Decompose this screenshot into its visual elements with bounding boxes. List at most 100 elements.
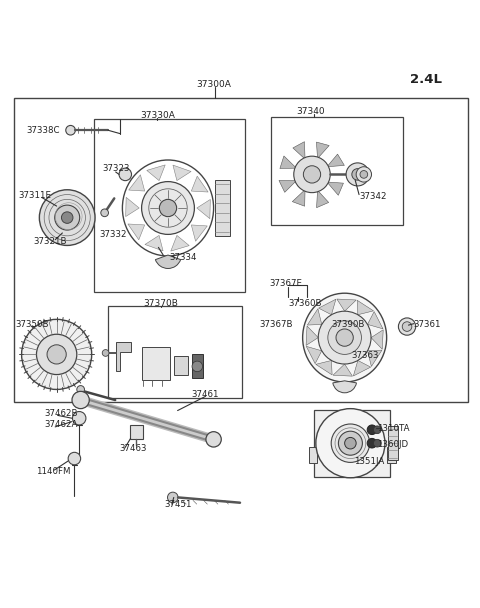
Polygon shape: [328, 460, 341, 473]
Text: 37342: 37342: [359, 193, 386, 201]
Text: 37451: 37451: [164, 500, 192, 509]
Bar: [192, 354, 203, 378]
Circle shape: [102, 350, 109, 356]
Circle shape: [398, 318, 416, 335]
Circle shape: [345, 437, 356, 449]
Wedge shape: [156, 255, 180, 269]
Circle shape: [22, 319, 92, 390]
Bar: [314, 410, 390, 477]
Polygon shape: [368, 350, 382, 367]
Bar: [309, 446, 317, 463]
Polygon shape: [126, 198, 139, 216]
Circle shape: [49, 199, 85, 236]
Polygon shape: [319, 299, 336, 315]
Circle shape: [72, 392, 89, 409]
Polygon shape: [367, 452, 380, 466]
Circle shape: [66, 125, 75, 135]
Polygon shape: [342, 463, 357, 474]
Circle shape: [77, 385, 84, 393]
Polygon shape: [320, 451, 334, 465]
Text: 37461: 37461: [191, 390, 218, 399]
Circle shape: [36, 334, 77, 375]
Text: 2.4L: 2.4L: [410, 73, 443, 86]
Text: 37338C: 37338C: [26, 126, 60, 135]
Circle shape: [331, 424, 370, 463]
Text: 1360JD: 1360JD: [377, 440, 408, 449]
Circle shape: [68, 452, 81, 465]
Circle shape: [356, 167, 372, 182]
Polygon shape: [293, 142, 305, 159]
Circle shape: [318, 311, 371, 364]
Polygon shape: [327, 182, 344, 195]
Text: 37300A: 37300A: [196, 80, 231, 89]
Circle shape: [360, 171, 368, 178]
Polygon shape: [320, 435, 331, 450]
Polygon shape: [292, 190, 305, 206]
Circle shape: [373, 440, 381, 447]
Polygon shape: [197, 199, 210, 219]
Text: 37323: 37323: [102, 164, 130, 173]
Circle shape: [101, 209, 108, 216]
Polygon shape: [321, 421, 334, 434]
Circle shape: [352, 168, 363, 180]
Polygon shape: [360, 413, 373, 427]
Polygon shape: [367, 422, 381, 436]
Polygon shape: [116, 342, 131, 371]
Circle shape: [39, 190, 95, 246]
Text: 37367E: 37367E: [270, 279, 303, 288]
Polygon shape: [192, 176, 208, 192]
Polygon shape: [147, 165, 165, 181]
Circle shape: [336, 329, 353, 346]
Polygon shape: [344, 413, 359, 424]
Bar: [387, 446, 396, 463]
Polygon shape: [280, 156, 297, 168]
Polygon shape: [306, 347, 322, 364]
Text: 1351JA: 1351JA: [354, 457, 384, 466]
Text: 37332: 37332: [99, 230, 127, 239]
Bar: [215, 180, 230, 236]
Text: 37350B: 37350B: [15, 320, 49, 329]
Polygon shape: [329, 413, 343, 427]
Text: 37370B: 37370B: [143, 300, 178, 308]
Circle shape: [55, 205, 80, 230]
Polygon shape: [192, 225, 207, 241]
Text: 1310TA: 1310TA: [377, 424, 409, 433]
Polygon shape: [316, 361, 332, 375]
Bar: [174, 356, 188, 375]
Circle shape: [328, 321, 361, 354]
Polygon shape: [128, 224, 144, 240]
Bar: [94, 119, 245, 292]
Circle shape: [402, 322, 412, 331]
Polygon shape: [316, 142, 329, 159]
Bar: [388, 426, 398, 460]
Polygon shape: [173, 165, 191, 181]
Polygon shape: [307, 309, 322, 325]
Polygon shape: [171, 235, 189, 251]
Circle shape: [373, 426, 381, 434]
Circle shape: [316, 409, 385, 478]
Text: 37330A: 37330A: [140, 111, 175, 120]
Bar: [14, 98, 468, 402]
Text: 37321B: 37321B: [34, 237, 67, 246]
Polygon shape: [327, 154, 344, 167]
Circle shape: [294, 156, 330, 193]
Polygon shape: [129, 174, 144, 191]
Circle shape: [159, 199, 177, 216]
Polygon shape: [306, 326, 318, 345]
Polygon shape: [317, 190, 329, 208]
Polygon shape: [333, 364, 352, 376]
Text: 37462B: 37462B: [44, 409, 78, 418]
Circle shape: [338, 431, 362, 455]
Polygon shape: [368, 311, 383, 329]
Circle shape: [142, 182, 194, 235]
Circle shape: [346, 163, 369, 186]
Bar: [271, 117, 403, 225]
Circle shape: [367, 438, 377, 448]
Ellipse shape: [302, 293, 387, 382]
Text: 37363: 37363: [352, 351, 379, 360]
Circle shape: [367, 425, 377, 435]
Text: 37311E: 37311E: [18, 191, 51, 200]
Text: 37390B: 37390B: [331, 320, 365, 329]
Text: 37463: 37463: [119, 444, 146, 454]
Circle shape: [206, 432, 221, 447]
